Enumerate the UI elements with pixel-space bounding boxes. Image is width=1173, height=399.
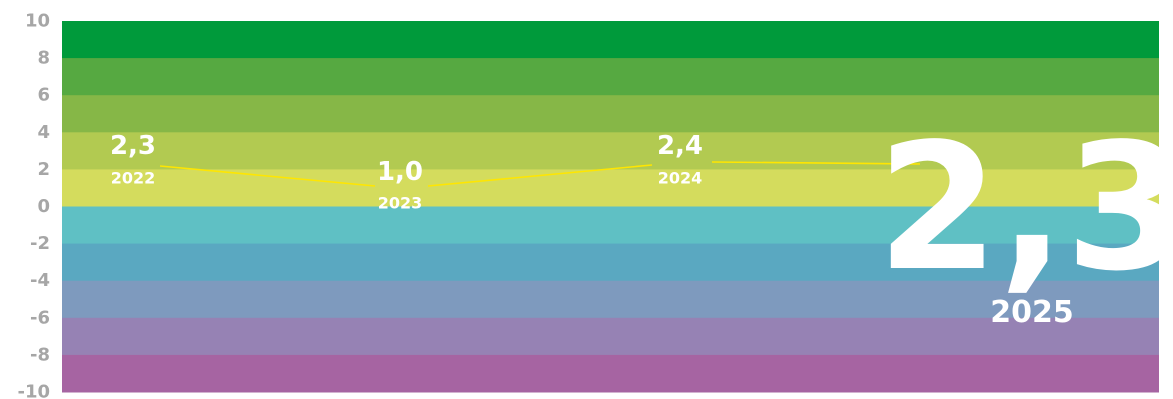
line-segment	[711, 161, 921, 165]
point-value-2023: 1,0	[377, 157, 423, 187]
line-segment	[159, 165, 376, 187]
y-tick-label: 2	[37, 159, 50, 180]
band-3	[62, 132, 1159, 170]
y-tick-label: -6	[30, 307, 50, 328]
band-9	[62, 354, 1159, 393]
band-2	[62, 95, 1159, 133]
band-6	[62, 243, 1159, 282]
band-0	[62, 21, 1159, 59]
band-8	[62, 317, 1159, 356]
point-value-2024: 2,4	[657, 131, 703, 161]
line-segments	[159, 161, 921, 187]
point-year-2022: 2022	[111, 169, 156, 188]
y-tick-label: -2	[30, 233, 50, 254]
y-tick-label: 10	[25, 11, 50, 32]
highlight-year: 2025	[990, 295, 1074, 330]
band-5	[62, 206, 1159, 245]
y-axis: 10 8 6 4 2 0 -2 -4 -6 -8 -10	[17, 11, 50, 399]
y-tick-label: 8	[37, 48, 50, 69]
y-tick-label: -4	[30, 270, 50, 291]
highlight-value: 2,3	[877, 107, 1173, 310]
bands	[62, 21, 1159, 393]
point-year-2024: 2024	[658, 169, 703, 188]
y-tick-label: -8	[30, 344, 50, 365]
y-tick-label: 4	[37, 122, 50, 143]
point-value-2022: 2,3	[110, 131, 156, 161]
point-year-2023: 2023	[378, 194, 423, 213]
y-tick-label: 6	[37, 85, 50, 106]
line-segment	[427, 164, 653, 187]
band-7	[62, 280, 1159, 319]
band-4	[62, 169, 1159, 207]
y-tick-label: 0	[37, 196, 50, 217]
band-1	[62, 58, 1159, 96]
y-tick-label: -10	[17, 382, 50, 399]
points: 2,3 2022 1,0 2023 2,4 2024	[110, 131, 703, 213]
